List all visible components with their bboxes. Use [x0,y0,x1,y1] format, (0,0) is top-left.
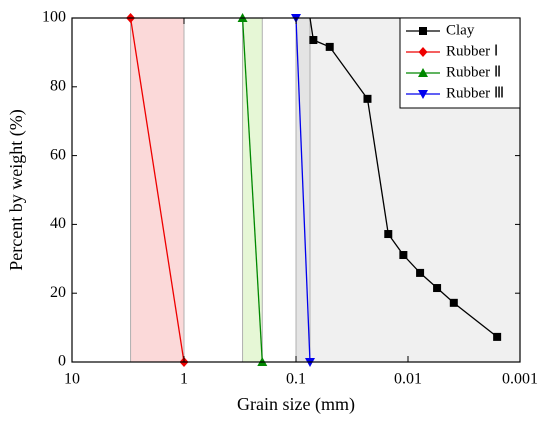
x-tick-label: 0.01 [394,371,422,388]
y-tick-label: 40 [50,215,66,232]
y-tick-label: 60 [50,146,66,163]
x-axis-label: Grain size (mm) [237,394,355,415]
x-tick-label: 0.1 [286,371,306,388]
marker [449,298,458,307]
marker [363,94,372,103]
series-line [129,17,185,363]
x-tick-label: 0.001 [502,371,538,388]
y-tick-label: 100 [42,9,66,26]
series-line [295,17,311,363]
marker [433,284,442,293]
marker [384,230,393,239]
marker [309,36,318,45]
marker [399,251,408,260]
marker [325,42,334,51]
plot-frame [71,17,521,363]
legend-label: Rubber Ⅱ [446,64,501,80]
marker [418,90,428,99]
y-tick-label: 0 [58,353,66,370]
legend-label: Rubber Ⅲ [446,85,504,101]
marker [418,68,428,77]
series-line [309,17,498,338]
y-axis-label: Percent by weight (%) [6,109,27,270]
x-tick-label: 10 [64,371,80,388]
marker [416,268,425,277]
marker [419,27,427,35]
y-tick-label: 80 [50,77,66,94]
marker [493,332,502,341]
y-tick-label: 20 [50,284,66,301]
x-tick-label: 1 [180,371,188,388]
series-line [241,17,263,363]
marker [418,47,428,57]
legend-label: Clay [446,22,475,38]
legend-label: Rubber Ⅰ [446,43,498,59]
